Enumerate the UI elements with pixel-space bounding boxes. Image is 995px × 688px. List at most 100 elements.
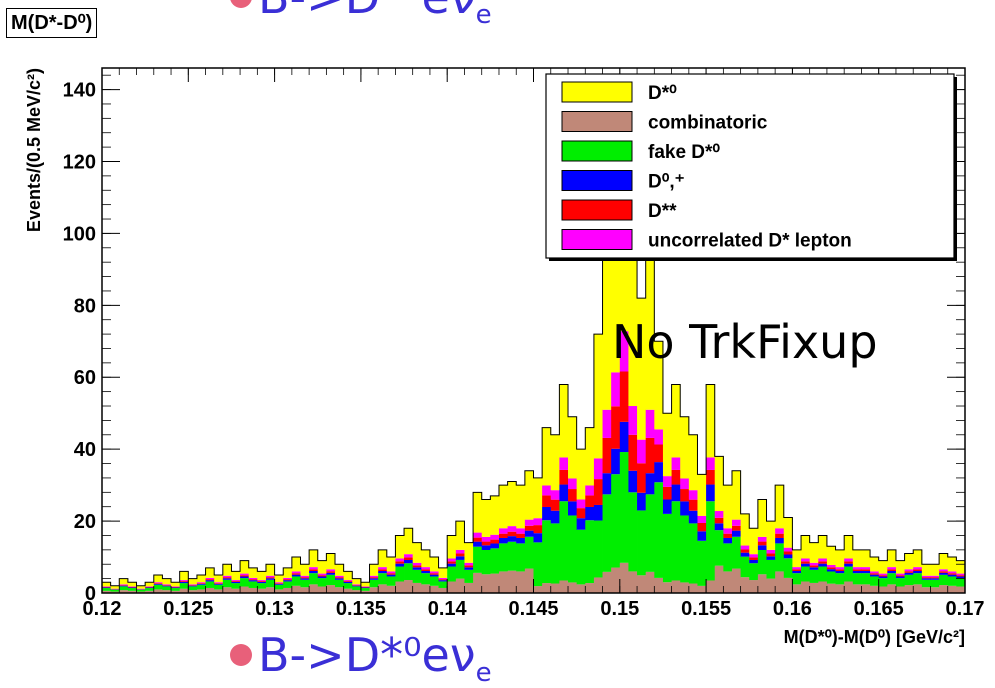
histogram-bar bbox=[447, 535, 456, 558]
histogram-bar bbox=[119, 586, 128, 587]
bottom-bullet-sub: e bbox=[476, 658, 492, 688]
histogram-bar bbox=[292, 586, 301, 593]
histogram-bar bbox=[370, 576, 379, 577]
histogram-bar bbox=[482, 537, 491, 542]
x-tick-label: 0.16 bbox=[773, 598, 812, 620]
histogram-bar bbox=[119, 585, 128, 586]
histogram-bar bbox=[853, 550, 862, 567]
histogram-bar bbox=[559, 580, 568, 593]
bullet-icon bbox=[230, 0, 252, 8]
histogram-bar bbox=[266, 578, 275, 579]
histogram-bar bbox=[206, 579, 215, 580]
histogram-bar bbox=[421, 571, 430, 573]
histogram-bar bbox=[197, 584, 206, 585]
histogram-bar bbox=[180, 581, 189, 582]
histogram-bar bbox=[559, 485, 568, 502]
x-tick-label: 0.15 bbox=[600, 598, 639, 620]
histogram-bar bbox=[637, 510, 646, 575]
histogram-bar bbox=[637, 440, 646, 464]
histogram-bar bbox=[922, 578, 931, 579]
histogram-bar bbox=[930, 578, 939, 579]
histogram-bar bbox=[516, 485, 525, 528]
histogram-bar bbox=[956, 561, 965, 574]
histogram-bar bbox=[223, 587, 232, 593]
histogram-bar bbox=[378, 550, 387, 567]
histogram-bar bbox=[939, 573, 948, 575]
histogram-bar bbox=[542, 520, 551, 583]
legend-entry: D⁰,⁺ bbox=[648, 172, 685, 193]
histogram-bar bbox=[801, 535, 810, 558]
histogram-bar bbox=[102, 582, 111, 586]
histogram-bar bbox=[188, 585, 197, 586]
top-bullet-text: B->D*⁰eν bbox=[258, 0, 476, 24]
histogram-bar bbox=[767, 560, 776, 579]
histogram-bar bbox=[827, 546, 836, 565]
histogram-bar bbox=[715, 523, 724, 530]
histogram-bar bbox=[352, 586, 361, 590]
histogram-bar bbox=[456, 521, 465, 550]
x-tick-label: 0.13 bbox=[255, 598, 294, 620]
histogram-bar bbox=[352, 584, 361, 585]
histogram-bar bbox=[827, 569, 836, 571]
histogram-bar bbox=[473, 573, 482, 593]
histogram-bar bbox=[361, 582, 370, 586]
histogram-bar bbox=[128, 587, 137, 588]
histogram-bar bbox=[620, 422, 629, 452]
histogram-bar bbox=[231, 580, 240, 581]
histogram-bar bbox=[240, 587, 249, 593]
histogram-bar bbox=[603, 241, 612, 410]
histogram-bar bbox=[551, 490, 560, 499]
histogram-bar bbox=[206, 568, 215, 578]
histogram-bar bbox=[344, 582, 353, 583]
histogram-bar bbox=[956, 587, 965, 593]
histogram-bar bbox=[300, 587, 309, 593]
histogram-bar bbox=[827, 584, 836, 593]
histogram-bar bbox=[421, 573, 430, 584]
histogram-bar bbox=[119, 584, 128, 585]
histogram-bar bbox=[767, 556, 776, 560]
histogram-bar bbox=[836, 584, 845, 593]
histogram-bar bbox=[861, 569, 870, 571]
histogram-bar bbox=[473, 547, 482, 573]
histogram-bar bbox=[594, 334, 603, 458]
histogram-bar bbox=[948, 586, 957, 593]
histogram-bar bbox=[672, 501, 681, 580]
histogram-bar bbox=[715, 518, 724, 523]
histogram-bar bbox=[723, 538, 732, 543]
histogram-bar bbox=[395, 564, 404, 567]
histogram-bar bbox=[879, 575, 888, 576]
histogram-bar bbox=[930, 564, 939, 576]
histogram-bar bbox=[275, 583, 284, 584]
histogram-title: M(D*-D⁰) bbox=[6, 8, 97, 38]
histogram-bar bbox=[792, 573, 801, 584]
histogram-bar bbox=[266, 587, 275, 593]
histogram-bar bbox=[300, 564, 309, 576]
histogram-bar bbox=[767, 550, 776, 554]
histogram-bar bbox=[447, 564, 456, 567]
y-tick-label: 140 bbox=[63, 80, 96, 102]
histogram-bar bbox=[309, 571, 318, 573]
histogram-bar bbox=[922, 580, 931, 587]
top-bullet: B->D*⁰eνe bbox=[230, 0, 492, 30]
histogram-bar bbox=[326, 553, 335, 569]
histogram-bar bbox=[464, 570, 473, 583]
y-axis-label: Events/(0.5 MeV/c²) bbox=[24, 68, 44, 232]
histogram-bar bbox=[620, 563, 629, 593]
histogram-bar bbox=[257, 583, 266, 589]
histogram-bar bbox=[913, 584, 922, 593]
histogram-bar bbox=[775, 534, 784, 538]
histogram-bar bbox=[119, 586, 128, 590]
histogram-bar bbox=[715, 456, 724, 511]
histogram-bar bbox=[439, 578, 448, 579]
histogram-bar bbox=[801, 581, 810, 593]
histogram-bar bbox=[818, 564, 827, 567]
legend-entry: D*⁰ bbox=[648, 83, 677, 104]
histogram-bar bbox=[568, 501, 577, 515]
histogram-bar bbox=[439, 580, 448, 581]
histogram-bar bbox=[508, 571, 517, 593]
histogram-bar bbox=[732, 537, 741, 569]
histogram-bar bbox=[292, 571, 301, 573]
histogram-bar bbox=[801, 567, 810, 582]
histogram-bar bbox=[706, 485, 715, 502]
histogram-bar bbox=[387, 586, 396, 593]
